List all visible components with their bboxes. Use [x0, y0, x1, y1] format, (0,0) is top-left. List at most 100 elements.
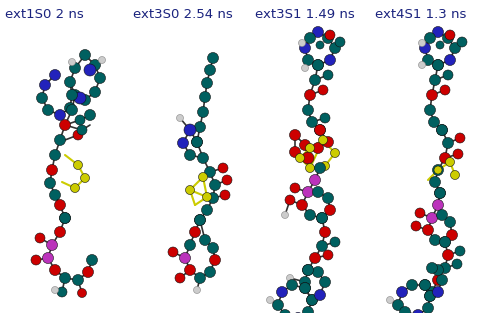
Circle shape — [440, 237, 451, 248]
Circle shape — [80, 49, 90, 60]
Circle shape — [207, 53, 218, 64]
Circle shape — [292, 312, 303, 313]
Circle shape — [207, 243, 218, 254]
Circle shape — [419, 280, 430, 290]
Circle shape — [200, 91, 210, 102]
Circle shape — [195, 214, 206, 225]
Circle shape — [386, 296, 394, 304]
Circle shape — [323, 70, 333, 80]
Circle shape — [59, 213, 71, 223]
Circle shape — [317, 240, 328, 252]
Circle shape — [453, 149, 463, 159]
Circle shape — [429, 177, 441, 187]
Circle shape — [195, 214, 206, 225]
Circle shape — [296, 199, 307, 211]
Circle shape — [305, 143, 315, 152]
Circle shape — [436, 41, 444, 49]
Circle shape — [320, 227, 330, 238]
Circle shape — [433, 286, 444, 297]
Circle shape — [82, 266, 93, 278]
Circle shape — [184, 264, 196, 275]
Circle shape — [443, 249, 453, 260]
Circle shape — [176, 115, 183, 121]
Circle shape — [313, 187, 324, 198]
Circle shape — [209, 254, 220, 265]
Circle shape — [42, 105, 53, 115]
Circle shape — [220, 190, 230, 200]
Circle shape — [310, 253, 321, 264]
Circle shape — [429, 234, 441, 245]
Circle shape — [199, 172, 207, 182]
Circle shape — [325, 54, 335, 65]
Circle shape — [266, 296, 274, 304]
Circle shape — [429, 74, 441, 85]
Circle shape — [73, 130, 83, 140]
Circle shape — [445, 54, 455, 65]
Circle shape — [168, 247, 178, 257]
Circle shape — [310, 74, 321, 85]
Circle shape — [302, 264, 314, 275]
Text: ext3S0 2.54 ns: ext3S0 2.54 ns — [133, 8, 233, 21]
Circle shape — [49, 189, 60, 201]
Circle shape — [330, 148, 339, 157]
Circle shape — [443, 33, 453, 44]
Circle shape — [426, 286, 438, 297]
Circle shape — [218, 163, 228, 173]
Circle shape — [184, 239, 196, 250]
Circle shape — [317, 213, 328, 223]
Circle shape — [74, 92, 86, 104]
Circle shape — [195, 121, 206, 132]
Circle shape — [433, 27, 444, 38]
Circle shape — [198, 106, 208, 117]
Circle shape — [302, 105, 314, 115]
Circle shape — [422, 302, 434, 313]
Circle shape — [455, 246, 465, 256]
Circle shape — [54, 199, 66, 211]
Circle shape — [299, 43, 311, 54]
Circle shape — [273, 300, 284, 310]
Circle shape — [317, 213, 328, 223]
Circle shape — [44, 177, 55, 188]
Circle shape — [418, 61, 425, 69]
Circle shape — [299, 140, 311, 151]
Circle shape — [407, 280, 417, 290]
Text: ext1S0 2 ns: ext1S0 2 ns — [5, 8, 84, 21]
Text: ext4S1 1.3 ns: ext4S1 1.3 ns — [375, 8, 466, 21]
Circle shape — [433, 59, 444, 70]
Circle shape — [49, 150, 60, 161]
Circle shape — [440, 85, 450, 95]
Circle shape — [73, 275, 83, 285]
Circle shape — [89, 86, 100, 98]
Circle shape — [54, 227, 66, 238]
Circle shape — [310, 175, 321, 186]
Circle shape — [304, 33, 316, 44]
Circle shape — [435, 187, 446, 198]
Circle shape — [323, 33, 333, 44]
Circle shape — [51, 286, 58, 294]
Circle shape — [306, 295, 318, 305]
Circle shape — [302, 152, 314, 164]
Circle shape — [302, 187, 314, 198]
Circle shape — [289, 146, 300, 157]
Circle shape — [411, 221, 421, 231]
Circle shape — [192, 136, 203, 147]
Circle shape — [46, 239, 57, 250]
Circle shape — [304, 209, 316, 220]
Circle shape — [302, 264, 314, 275]
Circle shape — [397, 286, 408, 297]
Circle shape — [94, 73, 106, 84]
Circle shape — [440, 237, 451, 248]
Circle shape — [49, 264, 60, 275]
Circle shape — [393, 300, 404, 310]
Circle shape — [69, 59, 76, 65]
Circle shape — [325, 30, 335, 40]
Circle shape — [437, 125, 448, 136]
Circle shape — [329, 43, 340, 54]
Circle shape — [35, 233, 45, 243]
Circle shape — [198, 152, 208, 163]
Circle shape — [424, 105, 436, 115]
Circle shape — [323, 136, 333, 147]
Circle shape — [71, 183, 80, 192]
Circle shape — [433, 199, 444, 211]
Circle shape — [433, 59, 444, 70]
